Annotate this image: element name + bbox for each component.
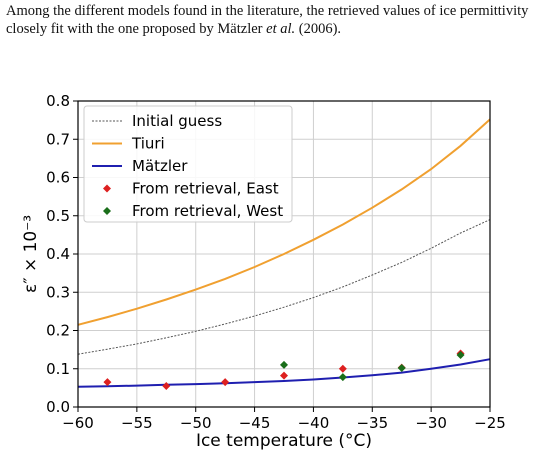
x-tick-label: −60 — [62, 414, 94, 432]
x-tick-label: −40 — [298, 414, 330, 432]
y-axis-label: ε″ × 10⁻³ — [21, 215, 41, 293]
axis-ticks: −60 −55 −50 −45 −40 −35 −30 −25 0.0 0.1 0.2 0.3 0.4 0… — [46, 92, 506, 432]
caption-text: Among the different models found in the … — [6, 3, 529, 37]
x-tick-label: −50 — [180, 414, 212, 432]
data-point — [103, 378, 112, 387]
caption-et-al: et al. — [266, 21, 296, 37]
data-point — [456, 350, 465, 359]
x-tick-label: −45 — [239, 414, 271, 432]
series-line-m-tzler — [77, 358, 491, 388]
legend-entry: From retrieval, West — [132, 202, 283, 220]
y-tick-label: 0.8 — [46, 92, 70, 110]
x-tick-label: −55 — [121, 414, 153, 432]
y-tick-label: 0.6 — [46, 169, 70, 187]
data-point — [221, 378, 230, 387]
legend: Initial guess Tiuri Mätzler From retrieval,… — [83, 105, 293, 223]
legend-marker — [103, 184, 111, 193]
legend-box — [83, 105, 293, 223]
legend-entry: From retrieval, East — [132, 180, 279, 198]
series-layer — [77, 118, 491, 390]
legend-entry: Initial guess — [132, 112, 222, 130]
x-tick-label: −25 — [474, 414, 506, 432]
x-tick-label: −30 — [415, 414, 447, 432]
data-point — [280, 360, 288, 369]
data-point — [397, 363, 406, 372]
y-tick-label: 0.7 — [46, 130, 70, 148]
figure-caption: Among the different models found in the … — [6, 2, 546, 38]
data-point — [338, 373, 347, 382]
y-tick-label: 0.0 — [46, 398, 70, 416]
x-axis-label: Ice temperature (°C) — [196, 431, 372, 451]
series-line-tiuri — [77, 118, 491, 326]
series-line-initial-guess — [77, 219, 491, 355]
legend-marker — [103, 207, 111, 215]
data-point — [338, 364, 347, 373]
y-tick-label: 0.5 — [46, 207, 70, 225]
legend-entry: Tiuri — [131, 135, 165, 153]
legend-entry: Mätzler — [132, 157, 188, 175]
caption-year: (2006). — [295, 21, 342, 37]
y-tick-label: 0.4 — [46, 245, 70, 263]
data-point — [280, 371, 288, 380]
y-tick-label: 0.2 — [46, 322, 70, 340]
x-tick-label: −35 — [356, 414, 388, 432]
y-tick-label: 0.1 — [46, 360, 70, 378]
data-point — [162, 381, 171, 390]
y-tick-label: 0.3 — [46, 283, 70, 301]
